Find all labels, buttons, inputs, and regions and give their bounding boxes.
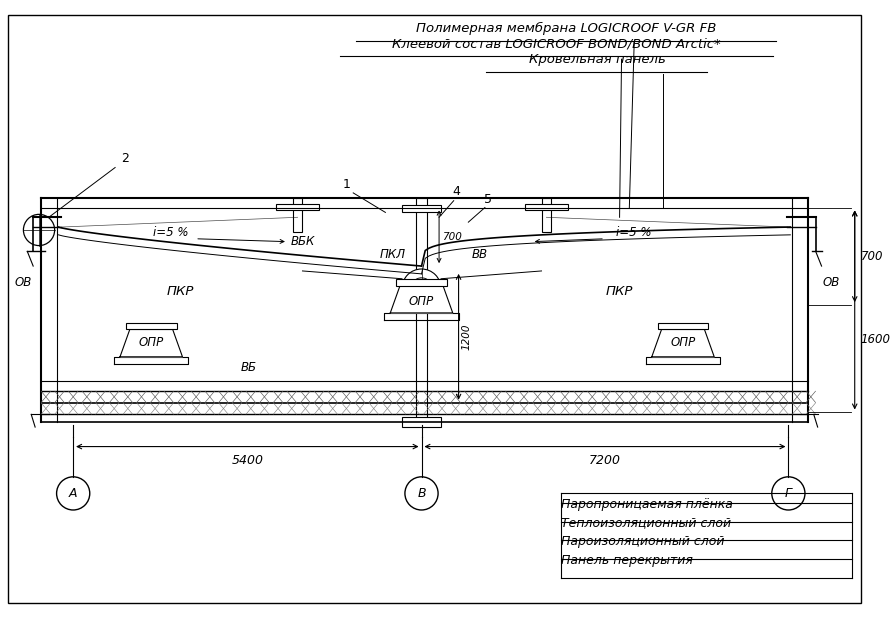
Text: Панель перекрытия: Панель перекрытия [561,554,693,567]
Text: ВБ: ВБ [241,362,257,375]
Text: ВБК: ВБК [290,235,315,248]
Text: Теплоизоляционный слой: Теплоизоляционный слой [561,517,732,530]
Text: 5400: 5400 [231,454,263,467]
Circle shape [411,277,433,299]
Text: ПКР: ПКР [606,286,634,298]
Circle shape [772,477,805,510]
Text: i=5 %: i=5 % [617,226,652,239]
Polygon shape [120,329,182,357]
Text: 2: 2 [121,151,129,164]
Text: ОВ: ОВ [15,276,32,289]
Text: 700: 700 [442,232,462,242]
Circle shape [23,214,54,245]
Text: Г: Г [785,487,792,500]
Text: 1600: 1600 [861,332,890,345]
Bar [402,205,441,213]
Text: А: А [69,487,77,500]
Text: ОВ: ОВ [822,276,840,289]
Bar [396,279,447,286]
Text: Паропроницаемая плёнка: Паропроницаемая плёнка [561,498,732,511]
Bar [293,198,303,232]
Bar [525,203,568,211]
Bar [276,203,319,211]
Circle shape [57,477,90,510]
Text: 1200: 1200 [462,324,472,350]
Text: ПКР: ПКР [166,286,194,298]
Bar [541,198,551,232]
Text: 1: 1 [343,178,351,191]
Polygon shape [651,329,714,357]
Text: Полимерная мембрана LOGICROOF V-GR FB: Полимерная мембрана LOGICROOF V-GR FB [416,22,716,35]
Text: ОПР: ОПР [670,336,696,349]
Bar [125,323,176,329]
Text: ОПР: ОПР [409,295,434,308]
Polygon shape [391,286,453,313]
Text: Клеевой состав LOGICROOF BOND/BOND Arctic*: Клеевой состав LOGICROOF BOND/BOND Arcti… [392,38,721,51]
Bar [402,417,441,427]
Text: В: В [417,487,425,500]
Text: ОПР: ОПР [139,336,164,349]
Text: Пароизоляционный слой: Пароизоляционный слой [561,535,724,548]
Circle shape [405,477,438,510]
Text: Кровельная панель: Кровельная панель [529,53,666,66]
Circle shape [402,269,441,308]
Text: 7200: 7200 [589,454,621,467]
Bar [658,323,708,329]
Text: 4: 4 [453,185,460,198]
Text: i=5 %: i=5 % [153,226,189,239]
Text: ПКЛ: ПКЛ [380,248,406,261]
Bar [416,198,427,422]
Text: 700: 700 [861,250,883,263]
Text: ВВ: ВВ [472,248,487,261]
Text: 5: 5 [484,193,492,206]
